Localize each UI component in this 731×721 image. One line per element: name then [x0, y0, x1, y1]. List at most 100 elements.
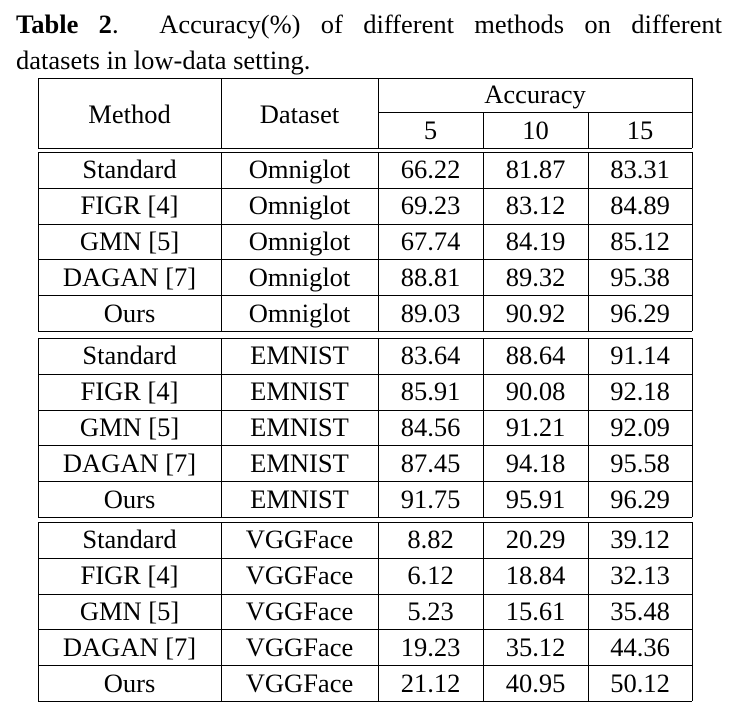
accuracy-cell-10: 83.12 — [505, 190, 566, 221]
dataset-cell: EMNIST — [250, 376, 349, 407]
row-rule — [38, 295, 692, 297]
dataset-cell: VGGFace — [245, 631, 354, 662]
row-rule — [38, 187, 692, 189]
method-cell: Ours — [103, 667, 156, 698]
header-bottom-rule — [38, 148, 692, 149]
method-cell: GMN [5] — [79, 595, 180, 626]
method-cell: Ours — [103, 297, 156, 328]
dataset-cell: VGGFace — [245, 524, 354, 555]
method-cell: Standard — [82, 340, 177, 371]
dataset-cell: EMNIST — [250, 411, 349, 442]
method-cell: DAGAN [7] — [62, 261, 197, 292]
dataset-cell: Omniglot — [248, 190, 351, 221]
accuracy-cell-10: 84.19 — [505, 225, 566, 256]
caption-line-2: datasets in low-data setting. — [16, 45, 311, 75]
accuracy-cell-15: 95.38 — [610, 261, 670, 292]
accuracy-cell-15: 96.29 — [610, 297, 670, 328]
accuracy-cell-15: 96.29 — [610, 483, 670, 514]
method-cell: GMN [5] — [79, 225, 180, 256]
row-rule — [38, 259, 692, 261]
accuracy-cell-15: 32.13 — [610, 560, 670, 591]
row-rule — [38, 593, 692, 595]
method-cell: GMN [5] — [79, 411, 180, 442]
method-cell: FIGR [4] — [80, 560, 179, 591]
accuracy-cell-10: 89.32 — [505, 261, 566, 292]
row-rule — [38, 445, 692, 447]
accuracy-cell-15: 35.48 — [610, 595, 670, 626]
column-rule-1 — [221, 338, 222, 517]
header-dataset: Dataset — [259, 98, 340, 129]
accuracy-cell-10: 94.18 — [505, 447, 566, 478]
accuracy-cell-5: 6.12 — [407, 560, 454, 591]
dataset-cell: EMNIST — [250, 340, 349, 371]
accuracy-cell-5: 66.22 — [400, 154, 461, 185]
dataset-cell: VGGFace — [245, 595, 354, 626]
dataset-cell: Omniglot — [248, 297, 351, 328]
accuracy-cell-15: 92.09 — [610, 411, 670, 442]
accuracy-cell-5: 91.75 — [400, 483, 461, 514]
accuracy-cell-10: 95.91 — [505, 483, 566, 514]
accuracy-cell-15: 83.31 — [610, 154, 670, 185]
column-rule-4 — [588, 152, 589, 331]
method-cell: FIGR [4] — [80, 190, 179, 221]
header-divider-5 — [483, 112, 484, 148]
row-rule — [38, 373, 692, 375]
accuracy-cell-5: 85.91 — [400, 376, 461, 407]
header-shot-15: 15 — [626, 114, 654, 145]
group-1-bottom-rule — [38, 517, 692, 518]
caption-text-1: Accuracy(%) of different methods on diff… — [159, 9, 722, 39]
header-divider-method — [221, 78, 222, 148]
method-cell: DAGAN [7] — [62, 631, 197, 662]
column-rule-1 — [221, 152, 222, 331]
accuracy-cell-5: 89.03 — [400, 297, 461, 328]
column-rule-0 — [38, 522, 39, 701]
column-rule-1 — [221, 522, 222, 701]
column-rule-5 — [692, 522, 693, 701]
group-0-bottom-rule — [38, 331, 692, 332]
accuracy-cell-10: 90.92 — [505, 297, 566, 328]
accuracy-cell-15: 39.12 — [610, 524, 670, 555]
dataset-cell: VGGFace — [245, 560, 354, 591]
accuracy-cell-5: 88.81 — [400, 261, 461, 292]
group-1-top-rule — [38, 338, 692, 339]
accuracy-cell-10: 81.87 — [505, 154, 566, 185]
header-divider-10 — [588, 112, 589, 148]
header-shot-5: 5 — [423, 114, 438, 145]
accuracy-cell-5: 8.82 — [407, 524, 454, 555]
accuracy-cell-5: 87.45 — [400, 447, 461, 478]
caption-label: Table 2 — [16, 9, 112, 39]
dataset-cell: Omniglot — [248, 225, 351, 256]
accuracy-underline — [378, 112, 692, 113]
accuracy-cell-15: 85.12 — [610, 225, 670, 256]
column-rule-2 — [378, 338, 379, 517]
header-top-rule — [38, 78, 692, 79]
accuracy-cell-5: 69.23 — [400, 190, 461, 221]
column-rule-5 — [692, 152, 693, 331]
column-rule-0 — [38, 152, 39, 331]
method-cell: DAGAN [7] — [62, 447, 197, 478]
row-rule — [38, 409, 692, 411]
accuracy-cell-10: 20.29 — [505, 524, 566, 555]
header-border-left — [38, 78, 39, 148]
group-0-top-rule — [38, 152, 692, 153]
dataset-cell: EMNIST — [250, 483, 349, 514]
column-rule-3 — [483, 338, 484, 517]
table-caption: Table 2. Accuracy(%) of different method… — [16, 6, 722, 78]
accuracy-cell-10: 35.12 — [505, 631, 566, 662]
header-divider-dataset — [378, 78, 379, 148]
row-rule — [38, 629, 692, 631]
column-rule-4 — [588, 338, 589, 517]
column-rule-5 — [692, 338, 693, 517]
column-rule-3 — [483, 152, 484, 331]
accuracy-cell-15: 50.12 — [610, 667, 670, 698]
accuracy-cell-15: 44.36 — [610, 631, 670, 662]
accuracy-cell-5: 19.23 — [400, 631, 461, 662]
header-method: Method — [88, 98, 171, 129]
method-cell: Ours — [103, 483, 156, 514]
accuracy-cell-10: 88.64 — [505, 340, 566, 371]
row-rule — [38, 665, 692, 667]
accuracy-cell-5: 21.12 — [400, 667, 461, 698]
accuracy-cell-10: 91.21 — [505, 411, 566, 442]
dataset-cell: EMNIST — [250, 447, 349, 478]
